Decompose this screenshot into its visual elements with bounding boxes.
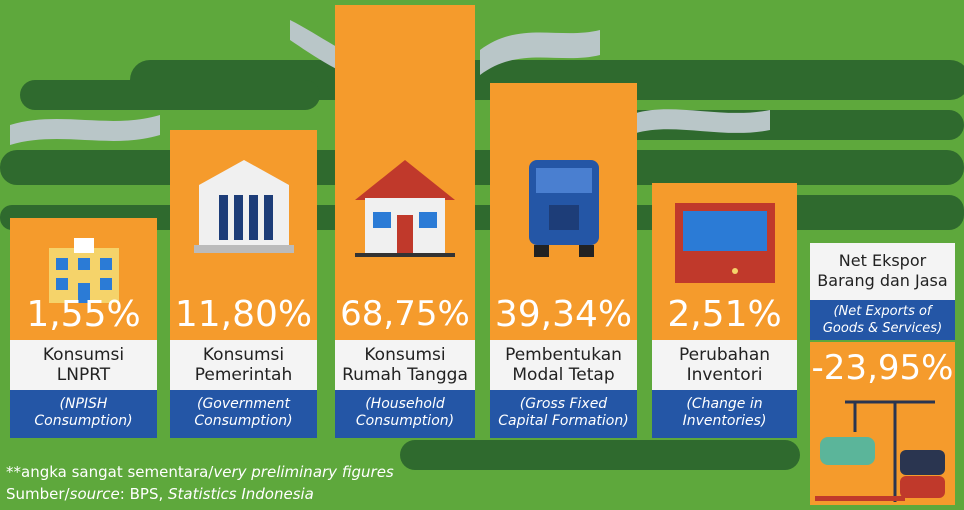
icon-svg xyxy=(675,203,775,303)
source-text: Sumber/ xyxy=(6,485,70,503)
line: Konsumsi xyxy=(10,345,157,365)
line: (Change in xyxy=(652,396,797,413)
line: Rumah Tangga xyxy=(335,365,475,385)
value: 11,80% xyxy=(170,294,317,335)
line: Capital Formation) xyxy=(490,413,637,430)
value: 1,55% xyxy=(10,294,157,335)
line: Net Ekspor xyxy=(810,251,955,271)
source-italic: source xyxy=(70,485,120,503)
value: 68,75% xyxy=(335,294,475,334)
value: -23,95% xyxy=(810,348,955,388)
note: **angka sangat sementara/very preliminar… xyxy=(6,463,394,481)
line: Modal Tetap xyxy=(490,365,637,385)
line: Consumption) xyxy=(10,413,157,430)
line: (Government xyxy=(170,396,317,413)
icon xyxy=(514,160,614,260)
line: (Household xyxy=(335,396,475,413)
line: LNPRT xyxy=(10,365,157,385)
line: Pembentukan xyxy=(490,345,637,365)
icon xyxy=(355,160,455,260)
line: Consumption) xyxy=(170,413,317,430)
line: Inventori xyxy=(652,365,797,385)
line: Konsumsi xyxy=(170,345,317,365)
icon-svg xyxy=(815,392,950,502)
line: Konsumsi xyxy=(335,345,475,365)
value: 2,51% xyxy=(652,294,797,335)
source-italic: Statistics Indonesia xyxy=(168,485,314,503)
line: Goods & Services) xyxy=(810,320,955,337)
icon-svg xyxy=(355,160,455,260)
source-text: : BPS, xyxy=(120,485,168,503)
icon xyxy=(675,203,775,303)
note-italic: very preliminary figures xyxy=(213,463,393,481)
line: Perubahan xyxy=(652,345,797,365)
line: (Gross Fixed xyxy=(490,396,637,413)
line: Inventories) xyxy=(652,413,797,430)
line: (Net Exports of xyxy=(810,303,955,320)
icon-svg xyxy=(194,160,294,260)
line: Consumption) xyxy=(335,413,475,430)
value: 39,34% xyxy=(490,294,637,335)
note-text: **angka sangat sementara/ xyxy=(6,463,213,481)
line: (NPISH xyxy=(10,396,157,413)
infographic: **angka sangat sementara/very preliminar… xyxy=(0,0,964,510)
icon xyxy=(815,392,950,502)
icon-svg xyxy=(514,160,614,260)
icon xyxy=(194,160,294,260)
line: Pemerintah xyxy=(170,365,317,385)
source: Sumber/source: BPS, Statistics Indonesia xyxy=(6,485,314,503)
line: Barang dan Jasa xyxy=(810,271,955,291)
